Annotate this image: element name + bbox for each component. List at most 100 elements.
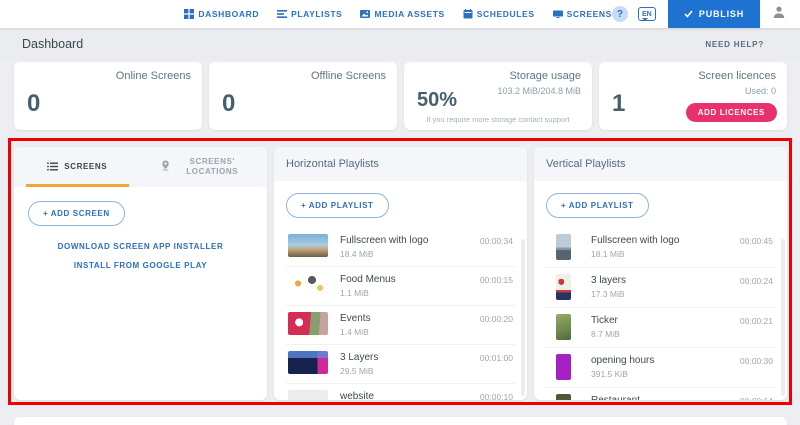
screens-icon: [552, 9, 563, 19]
nav-item-screens[interactable]: SCREENS: [552, 9, 612, 19]
card-title: Online Screens: [115, 70, 191, 82]
horizontal-playlist-list: Fullscreen with logo 18.4 MiB 00:00:34 F…: [286, 228, 515, 400]
nav-menu: DASHBOARD PLAYLISTS MEDIA ASSETS SCHEDUL…: [184, 9, 611, 19]
tab-screens[interactable]: SCREENS: [14, 147, 141, 187]
playlist-thumbnail: [556, 314, 571, 340]
playlist-duration: 00:00:15: [479, 275, 513, 285]
list-item[interactable]: Fullscreen with logo 18.1 MiB 00:00:45: [546, 228, 775, 268]
list-item[interactable]: opening hours 391.5 KiB 00:00:30: [546, 348, 775, 388]
add-screen-button[interactable]: + ADD SCREEN: [28, 201, 125, 226]
playlist-name: Fullscreen with logo: [591, 235, 680, 246]
list-item[interactable]: Fullscreen with logo 18.4 MiB 00:00:34: [286, 228, 515, 267]
storage-usage-value: 103.2 MiB/204.8 MiB: [497, 86, 581, 96]
playlist-duration: 00:00:30: [739, 356, 773, 366]
playlist-thumbnail: [556, 234, 571, 260]
playlist-duration: 00:00:45: [739, 236, 773, 246]
playlist-thumbnail: [288, 390, 328, 400]
nav-right-cluster: ? EN PUBLISH: [611, 0, 800, 28]
list-item[interactable]: Ticker 8.7 MiB 00:00:21: [546, 308, 775, 348]
media-assets-icon: [360, 9, 371, 19]
dashboard-icon: [184, 9, 195, 19]
playlist-name: Restaurant: [591, 395, 740, 400]
google-play-link[interactable]: INSTALL FROM GOOGLE PLAY: [73, 261, 208, 270]
playlist-duration: 00:00:20: [479, 314, 513, 324]
card-title: Screen licences: [698, 70, 776, 82]
list-icon: [47, 158, 59, 176]
playlist-name: Events: [340, 313, 371, 324]
panel-header: Horizontal Playlists: [274, 147, 527, 181]
nav-item-schedules[interactable]: SCHEDULES: [463, 9, 535, 19]
language-icon[interactable]: EN: [637, 7, 656, 21]
playlist-size: 18.1 MiB: [591, 249, 625, 259]
playlist-thumbnail: [556, 274, 571, 300]
card-title: Storage usage: [509, 70, 581, 82]
add-playlist-button[interactable]: + ADD PLAYLIST: [286, 193, 389, 218]
bottom-panel-edge: [14, 417, 787, 425]
page-subheader: Dashboard NEED HELP?: [0, 28, 800, 60]
playlist-thumbnail: [288, 234, 328, 257]
main-panels: SCREENS SCREENS' LOCATIONS + ADD SCREEN …: [14, 147, 787, 400]
nav-item-playlists[interactable]: PLAYLISTS: [277, 9, 342, 19]
playlist-name: website: [340, 391, 374, 400]
playlist-thumbnail: [288, 351, 328, 374]
list-item[interactable]: 3 Layers 29.5 MiB 00:01:00: [286, 345, 515, 384]
playlist-size: 1.1 MiB: [340, 288, 369, 298]
playlist-duration: 00:00:34: [479, 236, 513, 246]
playlist-name: Fullscreen with logo: [340, 235, 429, 246]
playlist-size: 29.5 MiB: [340, 366, 374, 376]
stats-row: Online Screens 0 Offline Screens 0 Stora…: [14, 62, 787, 130]
playlist-name: Ticker: [591, 315, 618, 326]
storage-note: If you require more storage contact supp…: [426, 115, 570, 124]
nav-item-dashboard[interactable]: DASHBOARD: [184, 9, 259, 19]
playlist-duration: 00:00:21: [739, 316, 773, 326]
list-item[interactable]: website 00:00:10: [286, 384, 515, 400]
screen-links: DOWNLOAD SCREEN APP INSTALLER INSTALL FR…: [28, 242, 253, 270]
add-licences-button[interactable]: ADD LICENCES: [685, 103, 777, 122]
card-title: Offline Screens: [310, 70, 386, 82]
online-screens-count: 0: [27, 90, 41, 117]
playlist-duration: 00:00:14: [740, 396, 773, 400]
playlist-duration: 00:00:24: [739, 276, 773, 286]
download-installer-link[interactable]: DOWNLOAD SCREEN APP INSTALLER: [57, 242, 224, 251]
nav-item-label: MEDIA ASSETS: [374, 9, 445, 19]
playlist-name: Food Menus: [340, 274, 396, 285]
storage-percent: 50%: [417, 89, 458, 111]
scrollbar[interactable]: [781, 239, 785, 396]
list-item[interactable]: Food Menus 1.1 MiB 00:00:15: [286, 267, 515, 306]
schedules-icon: [463, 9, 473, 19]
screens-panel-body: + ADD SCREEN DOWNLOAD SCREEN APP INSTALL…: [14, 187, 267, 270]
playlist-thumbnail: [556, 354, 571, 380]
need-help-link[interactable]: NEED HELP?: [705, 39, 764, 49]
publish-button[interactable]: PUBLISH: [667, 0, 760, 28]
help-icon[interactable]: ?: [611, 6, 628, 22]
scrollbar[interactable]: [521, 239, 525, 396]
top-nav: DASHBOARD PLAYLISTS MEDIA ASSETS SCHEDUL…: [0, 0, 800, 28]
playlist-thumbnail: [288, 312, 328, 335]
user-icon[interactable]: [772, 5, 786, 24]
playlist-size: 1.4 MiB: [340, 327, 369, 337]
online-screens-card: Online Screens 0: [14, 62, 202, 130]
nav-item-label: DASHBOARD: [198, 9, 260, 19]
storage-usage-card: Storage usage 103.2 MiB/204.8 MiB 50% If…: [404, 62, 592, 130]
playlist-size: 18.4 MiB: [340, 249, 374, 259]
vertical-playlists-panel: Vertical Playlists + ADD PLAYLIST Fullsc…: [534, 147, 787, 400]
licences-count: 1: [612, 90, 626, 117]
screens-panel: SCREENS SCREENS' LOCATIONS + ADD SCREEN …: [14, 147, 267, 400]
tab-screens-locations[interactable]: SCREENS' LOCATIONS: [141, 147, 268, 187]
playlist-thumbnail: [556, 394, 571, 400]
playlist-size: 8.7 MiB: [591, 329, 620, 339]
list-item[interactable]: Restaurant 00:00:14: [546, 388, 775, 400]
offline-screens-card: Offline Screens 0: [209, 62, 397, 130]
playlist-size: 17.3 MiB: [591, 289, 625, 299]
playlist-name: 3 Layers: [340, 352, 379, 363]
nav-item-media-assets[interactable]: MEDIA ASSETS: [360, 9, 444, 19]
add-playlist-button[interactable]: + ADD PLAYLIST: [546, 193, 649, 218]
list-item[interactable]: Events 1.4 MiB 00:00:20: [286, 306, 515, 345]
list-item[interactable]: 3 layers 17.3 MiB 00:00:24: [546, 268, 775, 308]
page-title: Dashboard: [22, 37, 84, 51]
panel-title: Vertical Playlists: [546, 158, 626, 170]
screens-tabs: SCREENS SCREENS' LOCATIONS: [14, 147, 267, 187]
playlist-name: 3 layers: [591, 275, 627, 286]
playlist-duration: 00:00:10: [479, 392, 513, 400]
screen-licences-card: Screen licences Used: 0 1 ADD LICENCES: [599, 62, 787, 130]
